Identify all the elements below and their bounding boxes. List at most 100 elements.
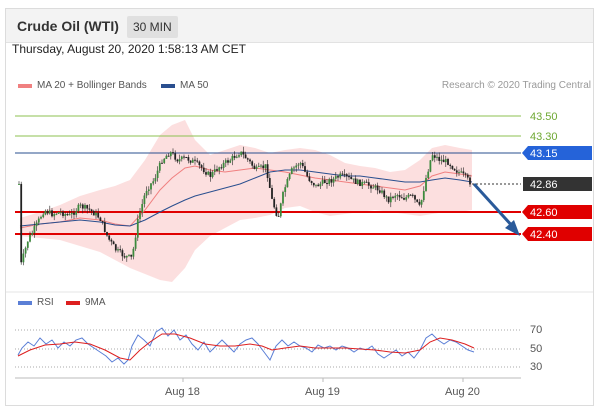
rsi-9ma-line [17,333,475,361]
candle-body [365,181,368,183]
candle-body [279,203,282,217]
candle-body [332,178,335,183]
candle-body [143,195,146,205]
candle-body [328,179,331,185]
candle-body [334,176,337,179]
candle-body [286,179,289,188]
candle-body [121,250,124,257]
candle-body [312,182,315,186]
chart-header: Crude Oil (WTI) 30 MIN [6,9,593,43]
candle-body [405,197,408,200]
candle-body [392,196,394,198]
candle-body [233,155,236,158]
candle-body [383,190,386,198]
candle-body [389,196,392,203]
candle-body [42,214,45,218]
candle-body [385,196,388,198]
candle-body [442,159,445,163]
candle-body [268,178,271,188]
candle-body [227,160,229,163]
candle-body [398,195,401,198]
legend-ma20: MA 20 + Bollinger Bands [18,80,147,91]
ma9-swatch [66,300,80,305]
candle-body [466,174,469,178]
level-tag-4240 [522,227,592,241]
candle-body [301,162,304,167]
candle-body [414,195,416,200]
candle-body [125,255,128,258]
candle-body [354,178,357,185]
forecast-arrow [472,182,516,230]
candle-body [326,183,328,185]
candle-body [306,171,309,177]
candle-body [330,179,333,183]
candle-body [231,155,234,161]
candle-body [57,212,60,214]
candle-body [242,151,245,155]
candle-body [469,177,471,185]
rsi-tick-30: 30 [530,361,542,373]
candle-body [139,212,141,219]
candle-body [440,159,443,161]
candle-body [29,234,31,242]
candle-body [66,214,69,216]
candle-body [444,159,447,163]
candle-body [81,204,84,209]
candle-body [207,171,210,175]
candle-body [345,174,348,177]
rsi-line [17,327,475,365]
candle-body [290,168,293,174]
candle-body [458,172,460,174]
rsi-label: RSI [37,297,54,308]
candle-body [209,171,212,177]
candle-body [110,239,113,242]
candle-body [420,200,423,205]
candle-body [75,211,78,215]
candle-body [180,156,183,160]
candle-body [257,165,260,167]
candle-body [114,244,117,251]
candle-body [62,211,64,216]
x-label-aug18: Aug 18 [165,386,200,398]
candle-body [218,167,221,171]
candle-body [310,181,313,183]
candle-body [453,168,456,171]
candle-body [99,217,102,221]
candle-body [64,214,67,216]
ma20-swatch [18,83,32,88]
candle-body [86,205,89,209]
candle-body [418,201,421,205]
candle-body [112,241,115,245]
candle-body [352,178,355,180]
candle-body [425,178,427,192]
candle-body [372,187,375,189]
candle-body [288,173,291,180]
candle-body [400,197,403,199]
candle-body [161,162,163,164]
candle-body [33,226,36,234]
level-label-4286: 42.86 [530,179,558,191]
candle-body [341,173,344,175]
timeframe-button[interactable]: 30 MIN [127,16,178,38]
candle-body [178,159,181,162]
candle-body [88,208,91,210]
candle-body [359,179,361,186]
candle-body [51,210,53,217]
candle-body [211,172,214,177]
candle-body [460,171,463,173]
level-tag-4286 [523,177,592,191]
candle-body [187,157,190,161]
candle-body [205,172,207,175]
candle-body [220,167,223,169]
candle-body [293,167,295,169]
candle-body [297,164,300,166]
candle-body [277,215,280,217]
candle-body [260,165,262,167]
candle-body [20,183,23,263]
candle-body [339,173,342,178]
candle-body [26,241,29,248]
candle-body [323,179,326,184]
candle-body [235,156,238,158]
candle-body [101,220,104,222]
candle-body [154,178,157,182]
